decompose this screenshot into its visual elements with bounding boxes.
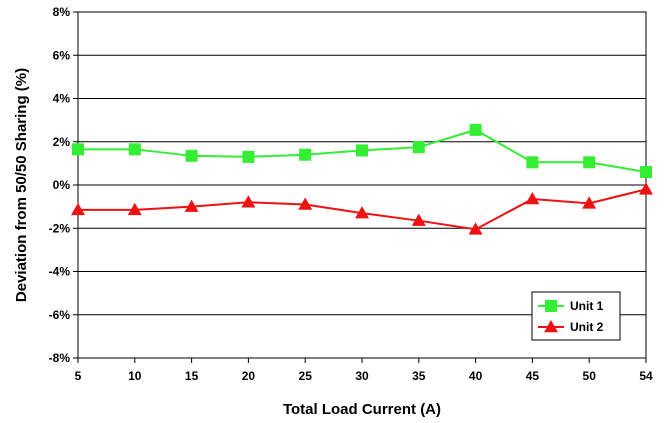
x-axis-ticks: 5 10 15 20 25 30 35 40 45 50 54 <box>75 358 653 383</box>
y-axis-ticks: -8% -6% -4% -2% 0% 2% 4% 6% 8% <box>49 5 78 365</box>
data-point <box>185 149 198 162</box>
x-tick-label: 30 <box>355 369 369 383</box>
data-point <box>469 123 482 136</box>
x-tick-label: 10 <box>128 369 142 383</box>
data-point <box>299 148 312 161</box>
data-point <box>583 156 596 169</box>
y-tick-label: -2% <box>49 221 71 235</box>
x-tick-label: 15 <box>185 369 199 383</box>
data-point <box>582 196 597 209</box>
series-layer <box>71 123 653 235</box>
x-axis-title: Total Load Current (A) <box>283 401 441 418</box>
legend-label: Unit 1 <box>570 299 604 313</box>
y-tick-label: 4% <box>53 92 71 106</box>
y-tick-label: 0% <box>53 178 71 192</box>
data-point <box>639 182 653 195</box>
x-tick-label: 54 <box>639 369 653 383</box>
data-point <box>298 197 313 210</box>
y-axis-title: Deviation from 50/50 Sharing (%) <box>13 68 30 302</box>
data-point <box>241 195 256 208</box>
data-point <box>184 199 199 212</box>
data-point <box>242 150 255 163</box>
legend: Unit 1 Unit 2 <box>531 291 621 341</box>
series-unit-2 <box>71 182 653 235</box>
x-tick-label: 20 <box>242 369 256 383</box>
x-tick-label: 50 <box>583 369 597 383</box>
data-point <box>127 202 142 216</box>
legend-item: Unit 1 <box>538 299 604 313</box>
legend-label: Unit 2 <box>570 320 604 334</box>
x-tick-label: 35 <box>412 369 426 383</box>
y-tick-label: 6% <box>53 48 71 62</box>
series-unit-1 <box>72 123 652 179</box>
x-tick-label: 45 <box>526 369 540 383</box>
data-point <box>72 143 84 156</box>
y-tick-label: -4% <box>49 265 71 279</box>
data-point <box>128 143 141 156</box>
legend-item: Unit 2 <box>538 320 604 334</box>
y-tick-label: -6% <box>49 308 71 322</box>
x-tick-label: 40 <box>469 369 483 383</box>
data-point <box>525 192 540 205</box>
x-tick-label: 5 <box>75 369 82 383</box>
y-tick-label: 8% <box>53 5 71 19</box>
data-point <box>526 156 539 169</box>
data-point <box>355 206 369 219</box>
data-point <box>640 166 652 179</box>
data-point <box>412 141 425 154</box>
data-point <box>411 213 426 226</box>
data-point <box>356 144 368 157</box>
y-tick-label: 2% <box>53 135 71 149</box>
data-point <box>468 222 483 235</box>
legend-items: Unit 1 Unit 2 <box>538 299 604 334</box>
y-tick-label: -8% <box>49 351 71 365</box>
legend-marker <box>545 300 557 312</box>
x-tick-label: 25 <box>299 369 313 383</box>
legend-marker <box>544 320 558 333</box>
data-point <box>71 202 85 216</box>
